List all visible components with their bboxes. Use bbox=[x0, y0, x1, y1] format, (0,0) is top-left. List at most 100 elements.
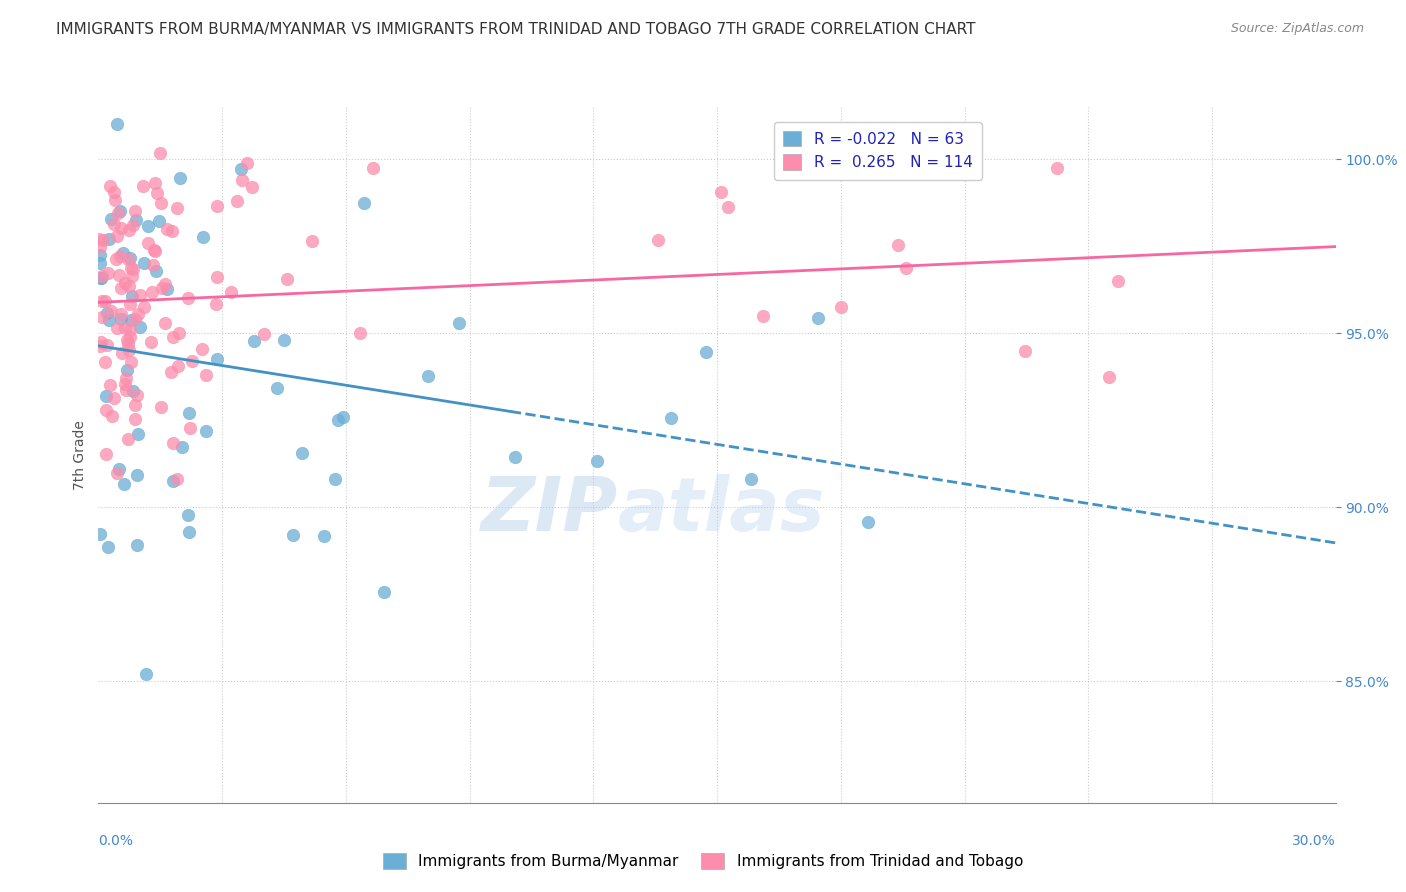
Point bbox=[177, 508, 200, 522]
Point bbox=[104, 193, 127, 207]
Point bbox=[108, 249, 131, 263]
Point bbox=[328, 413, 350, 427]
Point bbox=[136, 236, 159, 251]
Point bbox=[108, 203, 131, 218]
Point bbox=[449, 316, 471, 330]
Point bbox=[1014, 343, 1036, 358]
Point bbox=[301, 234, 323, 248]
Point bbox=[160, 224, 183, 238]
Point bbox=[177, 291, 200, 305]
Point bbox=[114, 321, 136, 335]
Point bbox=[136, 219, 159, 234]
Point bbox=[111, 246, 134, 260]
Point bbox=[349, 326, 371, 340]
Point bbox=[242, 179, 264, 194]
Point bbox=[114, 370, 136, 384]
Point bbox=[89, 232, 111, 246]
Point bbox=[281, 527, 304, 541]
Y-axis label: 7th Grade: 7th Grade bbox=[73, 420, 87, 490]
Point bbox=[90, 334, 112, 349]
Point bbox=[132, 256, 155, 270]
Point bbox=[90, 269, 112, 284]
Text: atlas: atlas bbox=[619, 474, 825, 547]
Legend: R = -0.022   N = 63, R =  0.265   N = 114: R = -0.022 N = 63, R = 0.265 N = 114 bbox=[773, 121, 981, 179]
Point bbox=[108, 461, 131, 475]
Point bbox=[94, 293, 117, 308]
Point bbox=[149, 195, 172, 210]
Point bbox=[103, 218, 125, 232]
Point bbox=[661, 411, 683, 425]
Point bbox=[169, 170, 191, 185]
Point bbox=[121, 262, 143, 277]
Point bbox=[121, 218, 143, 232]
Point bbox=[740, 472, 762, 486]
Point bbox=[373, 585, 395, 599]
Point bbox=[830, 300, 852, 314]
Point bbox=[204, 297, 226, 311]
Legend: Immigrants from Burma/Myanmar, Immigrants from Trinidad and Tobago: Immigrants from Burma/Myanmar, Immigrant… bbox=[377, 847, 1029, 875]
Point bbox=[127, 427, 149, 442]
Point bbox=[752, 309, 775, 323]
Point bbox=[141, 285, 163, 300]
Point bbox=[231, 173, 253, 187]
Point bbox=[105, 118, 128, 132]
Point bbox=[710, 186, 733, 200]
Point bbox=[124, 411, 146, 425]
Point bbox=[91, 294, 114, 309]
Point bbox=[112, 477, 135, 491]
Point bbox=[177, 406, 200, 420]
Point bbox=[150, 400, 173, 414]
Point bbox=[105, 467, 128, 481]
Point bbox=[91, 233, 114, 247]
Point bbox=[105, 320, 128, 334]
Point bbox=[121, 384, 143, 399]
Point bbox=[115, 384, 138, 398]
Point bbox=[114, 376, 136, 391]
Point bbox=[110, 312, 132, 326]
Point bbox=[135, 666, 157, 681]
Point bbox=[117, 252, 139, 266]
Text: Source: ZipAtlas.com: Source: ZipAtlas.com bbox=[1230, 22, 1364, 36]
Point bbox=[167, 326, 190, 340]
Point bbox=[273, 333, 295, 347]
Point bbox=[219, 285, 242, 300]
Point bbox=[121, 289, 143, 303]
Point bbox=[97, 267, 120, 281]
Point bbox=[332, 410, 354, 425]
Point bbox=[416, 369, 439, 384]
Point bbox=[127, 538, 149, 552]
Point bbox=[143, 243, 166, 257]
Point bbox=[98, 313, 121, 327]
Point bbox=[118, 343, 141, 357]
Point bbox=[177, 524, 200, 539]
Point bbox=[253, 327, 276, 342]
Point bbox=[124, 213, 146, 227]
Point bbox=[353, 195, 375, 210]
Point bbox=[89, 255, 111, 269]
Point bbox=[105, 252, 128, 267]
Point bbox=[100, 409, 122, 424]
Point bbox=[155, 316, 177, 330]
Point bbox=[118, 223, 141, 237]
Point bbox=[856, 516, 879, 530]
Point bbox=[207, 269, 229, 284]
Point bbox=[89, 271, 111, 285]
Point bbox=[111, 346, 134, 360]
Point bbox=[94, 389, 117, 403]
Point bbox=[115, 333, 138, 347]
Point bbox=[195, 368, 218, 382]
Point bbox=[167, 359, 190, 374]
Point bbox=[117, 432, 139, 446]
Point bbox=[114, 277, 136, 291]
Point bbox=[146, 186, 169, 201]
Point bbox=[1046, 161, 1069, 176]
Point bbox=[503, 450, 526, 464]
Point bbox=[120, 297, 142, 311]
Point bbox=[120, 251, 142, 265]
Point bbox=[807, 310, 830, 325]
Point bbox=[155, 277, 177, 291]
Point bbox=[94, 355, 117, 369]
Point bbox=[180, 354, 202, 368]
Point bbox=[96, 306, 118, 320]
Point bbox=[118, 330, 141, 344]
